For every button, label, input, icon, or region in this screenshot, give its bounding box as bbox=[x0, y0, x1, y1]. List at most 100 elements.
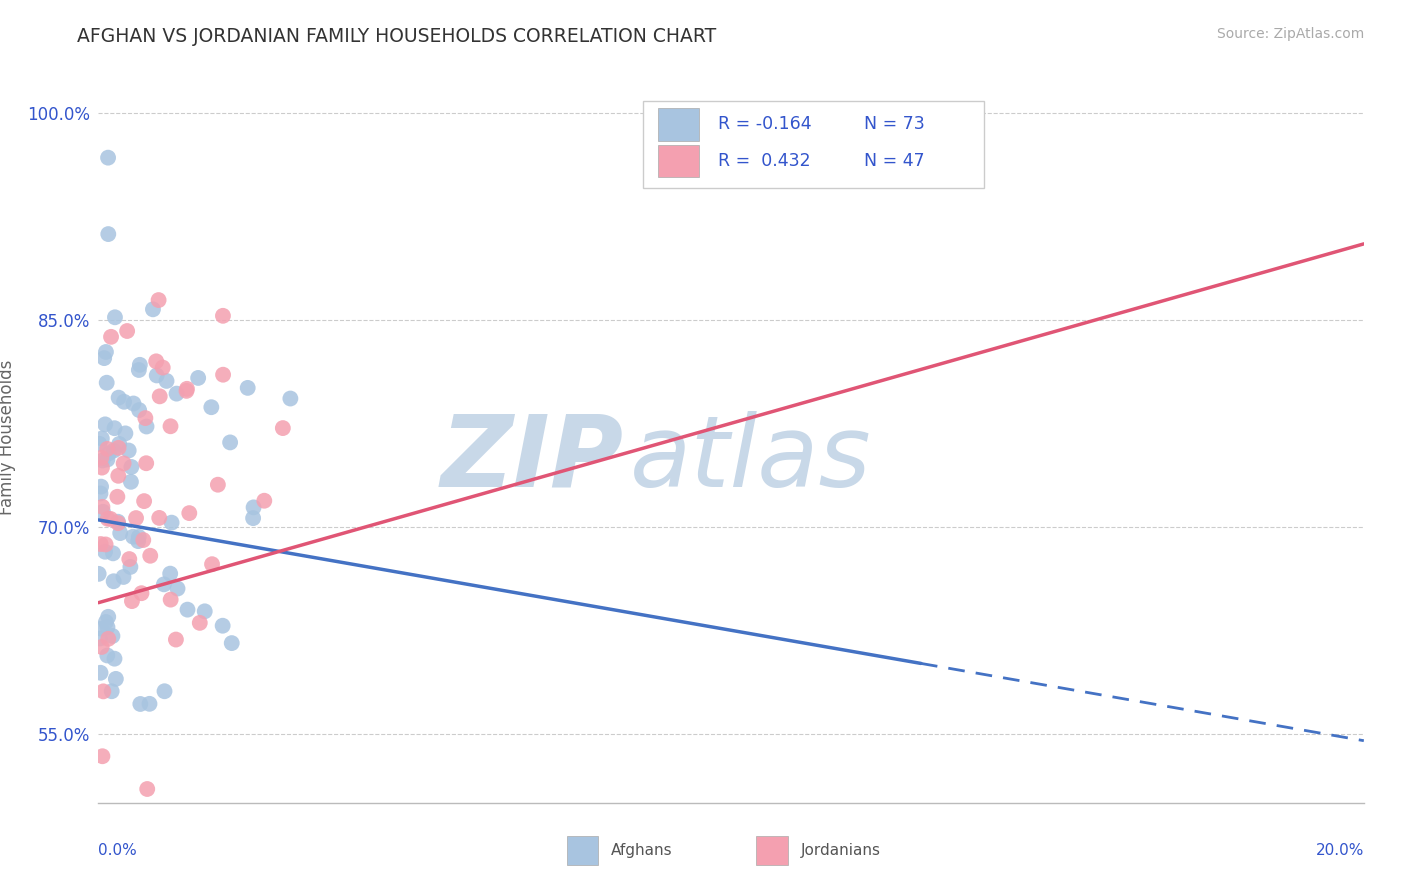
Point bbox=[152, 360, 174, 375]
Point bbox=[271, 421, 294, 435]
Text: Jordanians: Jordanians bbox=[801, 843, 880, 858]
Point bbox=[166, 386, 188, 401]
Point bbox=[242, 500, 264, 515]
Point bbox=[242, 511, 264, 525]
Point bbox=[96, 376, 118, 390]
Point bbox=[131, 586, 153, 600]
Point bbox=[107, 441, 129, 455]
Point bbox=[100, 512, 122, 526]
Point bbox=[127, 534, 149, 549]
Point bbox=[176, 384, 198, 398]
Point bbox=[211, 618, 233, 632]
Point bbox=[136, 782, 159, 797]
Text: R =  0.432: R = 0.432 bbox=[718, 152, 811, 170]
Point bbox=[176, 382, 198, 396]
Point bbox=[115, 324, 138, 338]
Text: N = 47: N = 47 bbox=[863, 152, 925, 170]
Point bbox=[138, 697, 160, 711]
Point bbox=[101, 546, 124, 560]
Point bbox=[90, 537, 112, 551]
Point bbox=[122, 396, 145, 410]
Text: AFGHAN VS JORDANIAN FAMILY HOUSEHOLDS CORRELATION CHART: AFGHAN VS JORDANIAN FAMILY HOUSEHOLDS CO… bbox=[77, 27, 717, 45]
Point bbox=[120, 475, 142, 489]
Point bbox=[160, 516, 183, 530]
Point bbox=[212, 368, 235, 382]
Point bbox=[121, 594, 143, 608]
Point bbox=[118, 552, 141, 566]
Point bbox=[112, 570, 135, 584]
Point bbox=[96, 648, 118, 663]
Point bbox=[128, 530, 150, 544]
Point bbox=[236, 381, 259, 395]
Point bbox=[200, 401, 222, 415]
Point bbox=[89, 437, 111, 451]
Point bbox=[91, 453, 114, 467]
Point bbox=[90, 480, 112, 494]
Point bbox=[112, 394, 135, 409]
Point bbox=[104, 310, 127, 325]
Point bbox=[108, 437, 131, 451]
Point bbox=[132, 533, 155, 547]
Point bbox=[125, 511, 148, 525]
Point bbox=[112, 456, 135, 470]
Point bbox=[165, 632, 187, 647]
Point bbox=[90, 432, 112, 446]
Point bbox=[94, 545, 117, 559]
Point bbox=[96, 442, 118, 456]
Point bbox=[128, 358, 150, 372]
Point bbox=[128, 403, 150, 417]
Point bbox=[201, 557, 224, 571]
Bar bbox=[756, 836, 787, 865]
Point bbox=[118, 443, 141, 458]
Point bbox=[97, 512, 120, 526]
Point bbox=[98, 446, 121, 460]
Point bbox=[166, 582, 188, 596]
Point bbox=[94, 537, 117, 551]
Point bbox=[148, 511, 170, 525]
Point bbox=[110, 526, 132, 541]
Point bbox=[93, 351, 115, 365]
Point bbox=[94, 345, 117, 359]
Point bbox=[153, 684, 176, 698]
Point bbox=[91, 500, 114, 514]
Point bbox=[135, 456, 157, 470]
Text: ZIP: ZIP bbox=[440, 410, 623, 508]
Point bbox=[104, 672, 127, 686]
Point bbox=[90, 622, 112, 636]
Point bbox=[120, 560, 142, 574]
Point bbox=[145, 368, 167, 383]
Point bbox=[100, 330, 122, 344]
Point bbox=[128, 363, 150, 377]
Point bbox=[96, 620, 118, 634]
Point bbox=[155, 374, 177, 388]
Point bbox=[159, 419, 181, 434]
Point bbox=[149, 389, 172, 403]
Text: atlas: atlas bbox=[630, 410, 872, 508]
Point bbox=[122, 530, 145, 544]
Point bbox=[207, 477, 229, 491]
Bar bbox=[567, 836, 599, 865]
Point bbox=[145, 354, 167, 368]
Point bbox=[90, 450, 112, 465]
Point bbox=[148, 293, 170, 307]
Point bbox=[212, 309, 235, 323]
Text: N = 73: N = 73 bbox=[863, 115, 925, 134]
Point bbox=[89, 486, 111, 500]
FancyBboxPatch shape bbox=[643, 101, 984, 188]
Point bbox=[90, 640, 112, 654]
Point bbox=[91, 505, 114, 519]
Point bbox=[129, 697, 152, 711]
Point bbox=[89, 632, 111, 646]
Point bbox=[219, 435, 242, 450]
Point bbox=[91, 460, 114, 475]
Point bbox=[134, 411, 156, 425]
Text: 20.0%: 20.0% bbox=[1316, 843, 1364, 858]
Point bbox=[194, 604, 217, 618]
Bar bbox=[658, 145, 699, 178]
Point bbox=[135, 419, 157, 434]
Point bbox=[105, 490, 128, 504]
Point bbox=[153, 577, 176, 591]
Point bbox=[97, 151, 120, 165]
Text: Afghans: Afghans bbox=[610, 843, 672, 858]
Point bbox=[103, 574, 125, 589]
